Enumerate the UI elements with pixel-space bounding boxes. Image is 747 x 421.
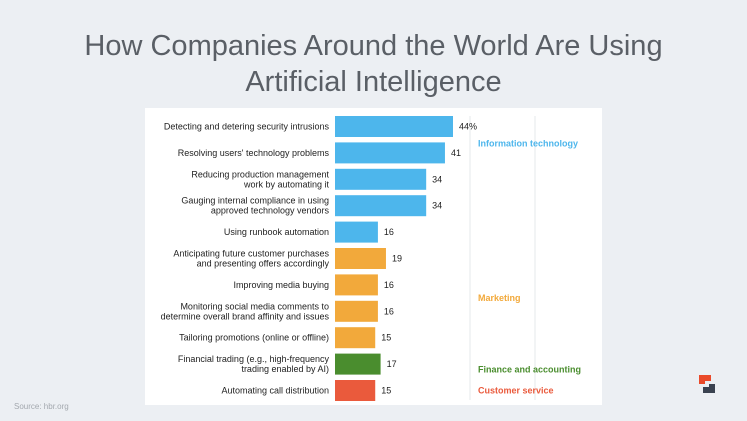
bar-value-label: 16 xyxy=(384,306,394,316)
bar xyxy=(335,142,445,164)
bar-value-label: 15 xyxy=(381,333,391,343)
bar xyxy=(335,327,376,349)
category-label: Using runbook automation xyxy=(224,227,329,237)
bar-value-label: 17 xyxy=(387,359,397,369)
brand-logo-icon xyxy=(699,375,715,393)
category-label: Reducing production management xyxy=(191,169,329,179)
bar xyxy=(335,221,378,243)
chart-title-line-1: How Companies Around the World Are Using xyxy=(84,30,663,62)
bar-value-label: 19 xyxy=(392,254,402,264)
bar xyxy=(335,300,378,322)
bar xyxy=(335,116,453,137)
category-label: Detecting and detering security intrusio… xyxy=(164,122,330,132)
category-label: work by automating it xyxy=(243,179,330,189)
bar xyxy=(335,168,427,190)
group-label: Finance and accounting xyxy=(478,364,581,374)
category-label: Resolving users' technology problems xyxy=(178,148,330,158)
bar-value-label: 15 xyxy=(381,386,391,396)
bar-value-label: 41 xyxy=(451,148,461,158)
category-label: trading enabled by AI) xyxy=(241,364,329,374)
chart-panel: 44% Detecting and detering security intru… xyxy=(145,108,602,405)
group-label: Marketing xyxy=(478,293,521,303)
bar xyxy=(335,380,376,401)
category-label: Anticipating future customer purchases xyxy=(173,249,329,259)
category-label: approved technology vendors xyxy=(211,206,330,216)
bar-chart: 44% Detecting and detering security intru… xyxy=(161,116,581,401)
bar-value-label: 16 xyxy=(384,227,394,237)
category-label: determine overall brand affinity and iss… xyxy=(161,311,330,321)
bar-value-label: 16 xyxy=(384,280,394,290)
bar-value-label: 44% xyxy=(459,122,477,132)
chart-title-line-2: Artificial Intelligence xyxy=(245,66,502,98)
bar xyxy=(335,195,427,217)
chart-title: How Companies Around the World Are Using… xyxy=(0,28,747,100)
bar xyxy=(335,353,381,375)
bar-value-label: 34 xyxy=(432,201,442,211)
group-label: Information technology xyxy=(478,139,578,149)
category-label: Automating call distribution xyxy=(221,386,329,396)
category-label: Financial trading (e.g., high-frequency xyxy=(178,354,330,364)
bar xyxy=(335,248,386,269)
category-label: Tailoring promotions (online or offline) xyxy=(179,333,329,343)
bar xyxy=(335,274,378,296)
category-label: and presenting offers accordingly xyxy=(197,259,330,269)
category-label: Improving media buying xyxy=(233,280,329,290)
group-label: Customer service xyxy=(478,386,554,396)
bar-value-label: 34 xyxy=(432,174,442,184)
category-label: Gauging internal compliance in using xyxy=(181,196,329,206)
source-note: Source: hbr.org xyxy=(14,402,69,411)
category-label: Monitoring social media comments to xyxy=(180,301,329,311)
